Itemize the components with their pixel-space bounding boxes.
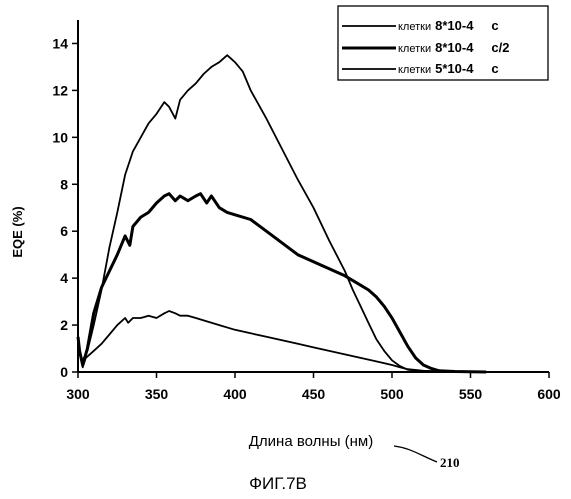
x-tick-label: 400 — [223, 386, 247, 402]
reference-number: 210 — [440, 455, 460, 470]
y-tick-label: 10 — [52, 129, 68, 145]
legend-label: 8*10-4 — [435, 40, 474, 55]
reference-leader-line — [394, 446, 437, 462]
figure-caption: ФИГ.7B — [249, 474, 307, 493]
y-tick-label: 2 — [60, 317, 68, 333]
legend-prefix: клетки — [398, 43, 431, 55]
y-tick-label: 4 — [60, 270, 68, 286]
legend-unit: c/2 — [491, 40, 509, 55]
legend-unit: c — [491, 18, 498, 33]
y-axis-label: EQE (%) — [10, 206, 25, 257]
legend-label: 8*10-4 — [435, 18, 474, 33]
legend-prefix: клетки — [398, 64, 431, 76]
y-tick-label: 6 — [60, 223, 68, 239]
legend-prefix: клетки — [398, 21, 431, 33]
x-tick-label: 450 — [302, 386, 326, 402]
y-tick-label: 8 — [60, 176, 68, 192]
legend-unit: c — [491, 61, 498, 76]
x-tick-label: 350 — [145, 386, 169, 402]
y-tick-label: 12 — [52, 82, 68, 98]
x-tick-label: 300 — [66, 386, 90, 402]
svg-text:клетки8*10-4c/2: клетки 8*10-4 c/2 — [398, 40, 510, 55]
series-line — [78, 55, 455, 372]
y-tick-label: 14 — [52, 35, 68, 51]
series-lines — [78, 55, 486, 372]
x-tick-label: 600 — [537, 386, 561, 402]
y-axis-ticks: 0 2 4 6 8 10 12 14 — [52, 35, 78, 380]
x-tick-label: 550 — [459, 386, 483, 402]
series-line — [78, 311, 486, 372]
x-axis-ticks: 300 350 400 450 500 550 600 — [66, 372, 561, 402]
y-tick-label: 0 — [60, 364, 68, 380]
legend-label: 5*10-4 — [435, 61, 474, 76]
x-tick-label: 500 — [380, 386, 404, 402]
legend: клетки 8*10-4 c клетки 8*10-4 c/2 клетки 5*10… — [338, 6, 548, 80]
series-line — [78, 194, 486, 372]
x-axis-label: Длина волны (нм) — [249, 433, 373, 450]
